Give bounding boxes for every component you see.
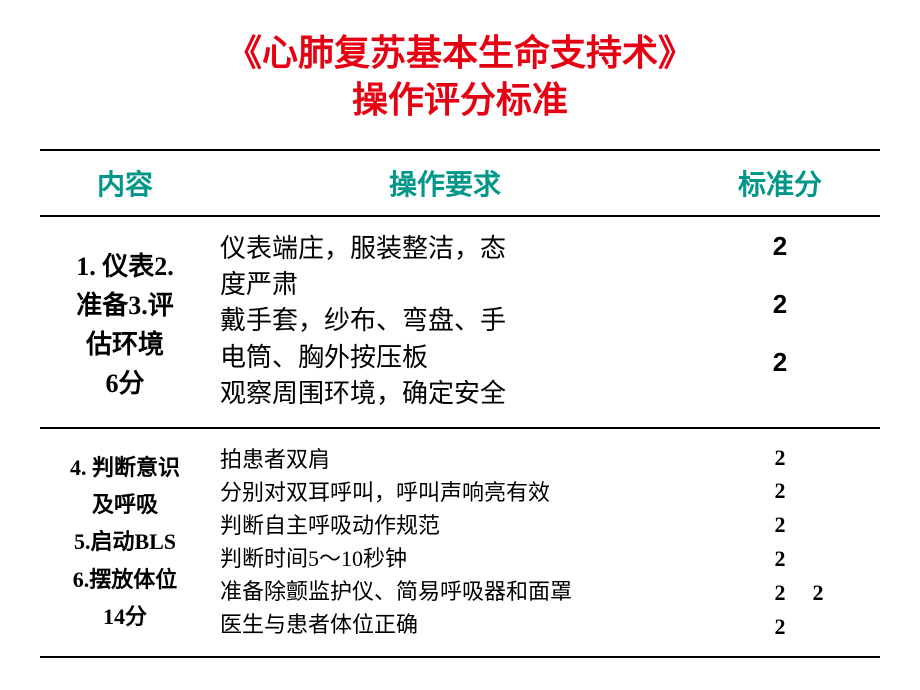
table-row: 1. 仪表2. 准备3.评 估环境 6分 仪表端庄，服装整洁，态 度严肃 戴手套… [40, 216, 880, 428]
requirement-line: 准备除颤监护仪、简易呼吸器和面罩 [220, 575, 670, 608]
cell-requirement-2: 拍患者双肩 分别对双耳呼叫，呼叫声响亮有效 判断自主呼吸动作规范 判断时间5～1… [210, 428, 680, 658]
score-list-1: 2 2 2 [690, 231, 870, 378]
cell-requirement-1: 仪表端庄，服装整洁，态 度严肃 戴手套，纱布、弯盘、手 电筒、胸外按压板 观察周… [210, 216, 680, 428]
header-requirement: 操作要求 [210, 150, 680, 216]
title-line-2: 操作评分标准 [0, 77, 920, 124]
score-value: 2 [773, 347, 787, 378]
content-line: 4. 判断意识 [50, 449, 200, 486]
table-row: 4. 判断意识 及呼吸 5.启动BLS 6.摆放体位 14分 拍患者双肩 分别对… [40, 428, 880, 658]
content-line: 估环境 [50, 325, 200, 364]
requirement-line: 分别对双耳呼叫，呼叫声响亮有效 [220, 476, 670, 509]
requirement-line: 仪表端庄，服装整洁，态 [220, 231, 670, 267]
score-value: 2 2 [775, 578, 786, 609]
requirement-line: 判断自主呼吸动作规范 [220, 509, 670, 542]
score-value: 2 [773, 289, 787, 320]
content-line: 及呼吸 [50, 486, 200, 523]
score-value: 2 [775, 476, 786, 507]
document-title: 《心肺复苏基本生命支持术》 操作评分标准 [0, 30, 920, 124]
scoring-table: 内容 操作要求 标准分 1. 仪表2. 准备3.评 估环境 6分 仪表端庄，服装… [40, 149, 880, 659]
content-line: 6.摆放体位 [50, 561, 200, 598]
requirement-line: 戴手套，纱布、弯盘、手 [220, 303, 670, 339]
header-score: 标准分 [680, 150, 880, 216]
score-value: 2 [775, 443, 786, 474]
content-line: 5.启动BLS [50, 523, 200, 560]
score-value-main: 2 [775, 578, 786, 609]
requirement-line: 医生与患者体位正确 [220, 608, 670, 641]
content-line: 1. 仪表2. [50, 247, 200, 286]
requirement-line: 电筒、胸外按压板 [220, 340, 670, 376]
title-line-1: 《心肺复苏基本生命支持术》 [0, 30, 920, 77]
score-value-extra: 2 [813, 578, 824, 609]
cell-content-1: 1. 仪表2. 准备3.评 估环境 6分 [40, 216, 210, 428]
cell-content-2: 4. 判断意识 及呼吸 5.启动BLS 6.摆放体位 14分 [40, 428, 210, 658]
score-value: 2 [775, 544, 786, 575]
requirement-line: 观察周围环境，确定安全 [220, 376, 670, 412]
cell-score-2: 2 2 2 2 2 2 2 [680, 428, 880, 658]
content-line: 6分 [50, 364, 200, 403]
table-header-row: 内容 操作要求 标准分 [40, 150, 880, 216]
header-content: 内容 [40, 150, 210, 216]
requirement-line: 度严肃 [220, 267, 670, 303]
score-value: 2 [775, 612, 786, 643]
requirement-line: 判断时间5～10秒钟 [220, 542, 670, 575]
score-list-2: 2 2 2 2 2 2 2 [690, 443, 870, 643]
score-value: 2 [775, 510, 786, 541]
score-value: 2 [773, 231, 787, 262]
requirement-line: 拍患者双肩 [220, 443, 670, 476]
cell-score-1: 2 2 2 [680, 216, 880, 428]
content-line: 14分 [50, 598, 200, 635]
content-line: 准备3.评 [50, 286, 200, 325]
